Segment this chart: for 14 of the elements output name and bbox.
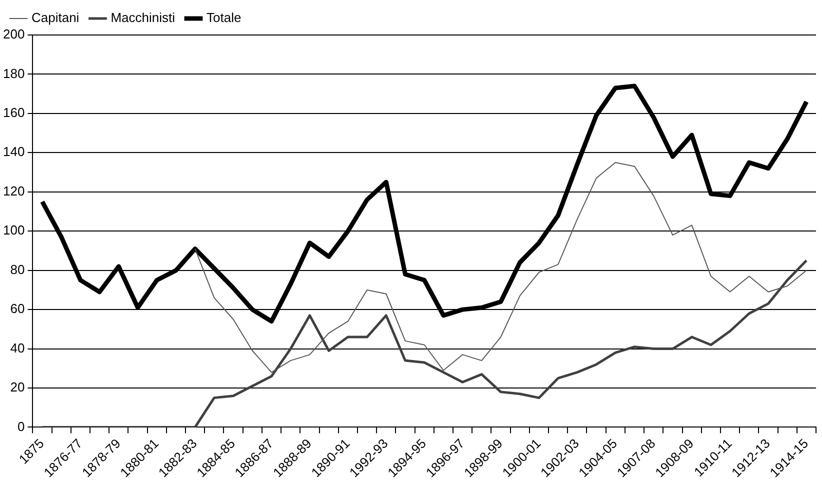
y-tick-label: 100 (2, 222, 25, 238)
legend-label: Macchinisti (110, 10, 176, 26)
legend-label: Totale (206, 10, 242, 26)
y-tick-label: 60 (10, 301, 25, 316)
y-tick-label: 180 (2, 66, 25, 81)
legend-label: Capitani (32, 10, 80, 26)
y-tick-label: 20 (10, 380, 25, 395)
y-tick-label: 80 (10, 262, 25, 277)
y-tick-label: 160 (2, 105, 25, 120)
y-tick-label: 120 (2, 183, 25, 198)
y-tick-label: 140 (2, 144, 25, 160)
y-tick-label: 40 (10, 340, 25, 356)
y-tick-label: 200 (2, 26, 25, 42)
y-tick-label: 0 (17, 418, 25, 434)
